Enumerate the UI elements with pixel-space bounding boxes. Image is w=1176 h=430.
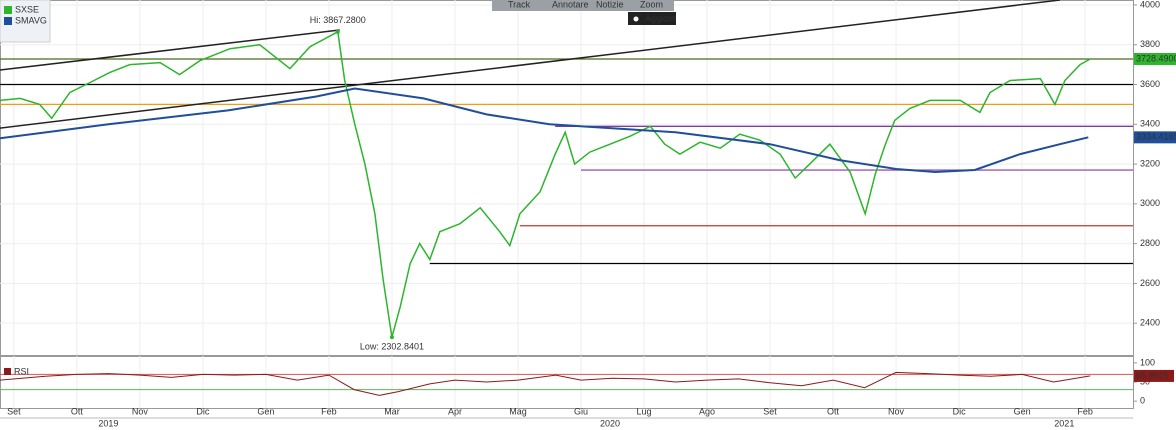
x-tick-label: Feb bbox=[321, 406, 337, 416]
y-tick-label: 3000 bbox=[1140, 198, 1160, 208]
y-tick-label: 0 bbox=[1140, 395, 1145, 405]
last-value-label: 65.8915 bbox=[1136, 370, 1169, 380]
last-value-label: 3334.4165 bbox=[1136, 132, 1176, 142]
x-tick-label: Ott bbox=[71, 406, 84, 416]
x-tick-label: Giu bbox=[574, 406, 588, 416]
button-dot bbox=[633, 16, 639, 22]
x-tick-label: Apr bbox=[448, 406, 462, 416]
rsi-line bbox=[0, 371, 1091, 396]
x-tick-label: Feb bbox=[1077, 406, 1093, 416]
series-line bbox=[0, 30, 1091, 338]
legend-label: SXSE bbox=[15, 4, 39, 14]
annotation-dot bbox=[389, 335, 394, 340]
annotation: Hi: 3867.2800 bbox=[310, 15, 366, 25]
y-tick-label: 2600 bbox=[1140, 278, 1160, 288]
year-label: 2020 bbox=[600, 418, 620, 428]
annotation: Low: 2302.8401 bbox=[360, 341, 424, 351]
button-bg[interactable] bbox=[628, 12, 676, 25]
last-value-box bbox=[1134, 52, 1176, 65]
y-tick-label: 3400 bbox=[1140, 119, 1160, 129]
legend-label: SMAVG bbox=[15, 15, 47, 25]
year-label: 2019 bbox=[98, 418, 118, 428]
y-tick-label: 2400 bbox=[1140, 318, 1160, 328]
series-line bbox=[0, 87, 1089, 174]
legend-swatch bbox=[4, 368, 11, 375]
y-tick-label: 3800 bbox=[1140, 39, 1160, 49]
last-value-box bbox=[1134, 131, 1176, 144]
y-tick-label: 100 bbox=[1140, 357, 1155, 367]
button-label[interactable]: Aggiorn bbox=[645, 13, 676, 23]
toolbar-item[interactable]: Zoom bbox=[640, 0, 663, 9]
x-tick-label: Dic bbox=[953, 406, 966, 416]
legend-swatch bbox=[4, 17, 12, 25]
trendline bbox=[0, 0, 1060, 129]
x-tick-label: Dic bbox=[196, 406, 209, 416]
annotation-dot bbox=[335, 29, 340, 34]
x-tick-label: Set bbox=[763, 406, 777, 416]
last-value-box bbox=[1134, 369, 1174, 382]
trendline bbox=[0, 29, 340, 71]
rsi-panel bbox=[0, 356, 1134, 409]
x-tick-label: Set bbox=[7, 406, 21, 416]
y-tick-label: 2800 bbox=[1140, 238, 1160, 248]
toolbar-item[interactable]: Notizie bbox=[596, 0, 624, 9]
price-panel bbox=[0, 0, 1134, 356]
y-tick-label: 3200 bbox=[1140, 158, 1160, 168]
x-tick-label: Mar bbox=[384, 406, 400, 416]
legend-swatch bbox=[4, 6, 12, 14]
x-tick-label: Mag bbox=[509, 406, 527, 416]
x-tick-label: Nov bbox=[132, 406, 149, 416]
y-tick-label: 4000 bbox=[1140, 0, 1160, 9]
toolbar-item[interactable]: Track bbox=[508, 0, 531, 9]
last-value-label: 3728.4900 bbox=[1136, 53, 1176, 63]
x-tick-label: Nov bbox=[888, 406, 905, 416]
x-tick-label: Ago bbox=[699, 406, 715, 416]
x-tick-label: Ott bbox=[827, 406, 840, 416]
legend-label: RSI bbox=[14, 366, 29, 376]
x-tick-label: Gen bbox=[1014, 406, 1031, 416]
toolbar-item[interactable]: Annotare bbox=[552, 0, 589, 9]
year-label: 2021 bbox=[1054, 418, 1074, 428]
x-tick-label: Lug bbox=[636, 406, 651, 416]
toolbar-bg bbox=[492, 0, 674, 11]
y-tick-label: 3600 bbox=[1140, 79, 1160, 89]
x-tick-label: Gen bbox=[257, 406, 274, 416]
